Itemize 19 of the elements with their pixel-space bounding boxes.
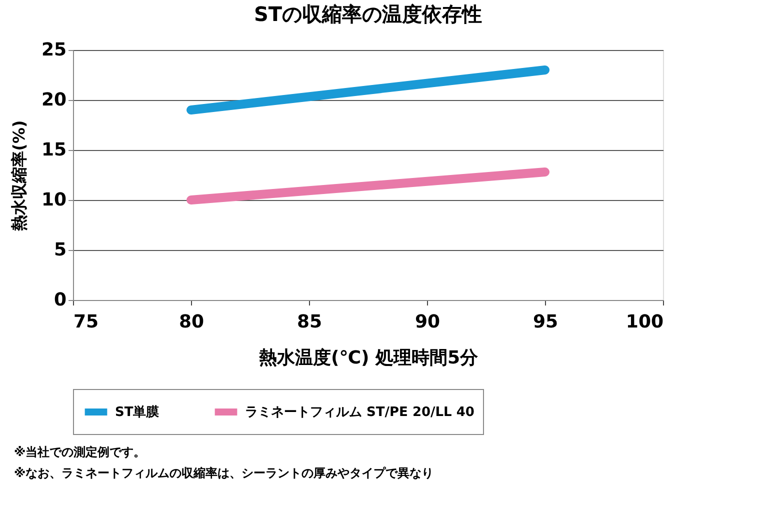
x-tick-label: 100 <box>626 312 664 332</box>
y-tick-label: 10 <box>41 190 66 210</box>
y-tick-label: 25 <box>41 40 66 60</box>
x-tick-label: 75 <box>74 312 99 332</box>
legend-label: ST単膜 <box>115 405 160 420</box>
x-axis-title: 熱水温度(℃) 処理時間5分 <box>258 348 480 368</box>
y-tick-label: 0 <box>54 290 66 310</box>
x-tick-label: 80 <box>178 312 204 332</box>
legend-label: ラミネートフィルム ST/PE 20/LL 40 <box>245 405 474 420</box>
y-tick-label: 5 <box>54 240 66 260</box>
x-tick-label: 95 <box>532 312 558 332</box>
y-tick-label: 20 <box>41 90 66 110</box>
text: ※当社での測定例です。 <box>14 444 147 461</box>
x-tick-label: 85 <box>296 312 322 332</box>
x-tick-label: 90 <box>414 312 440 332</box>
y-tick-label: 15 <box>41 140 66 160</box>
y-axis-title: 熱水収縮率(%) <box>9 120 28 232</box>
text: ※なお、ラミネートフィルムの収縮率は、シーラントの厚みやタイプで異なり <box>14 465 435 482</box>
chart-title: STの収縮率の温度依存性 <box>254 2 482 26</box>
